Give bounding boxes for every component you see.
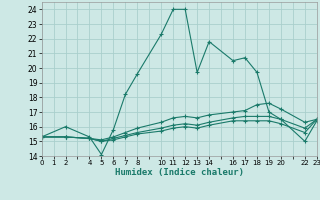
X-axis label: Humidex (Indice chaleur): Humidex (Indice chaleur) (115, 168, 244, 177)
